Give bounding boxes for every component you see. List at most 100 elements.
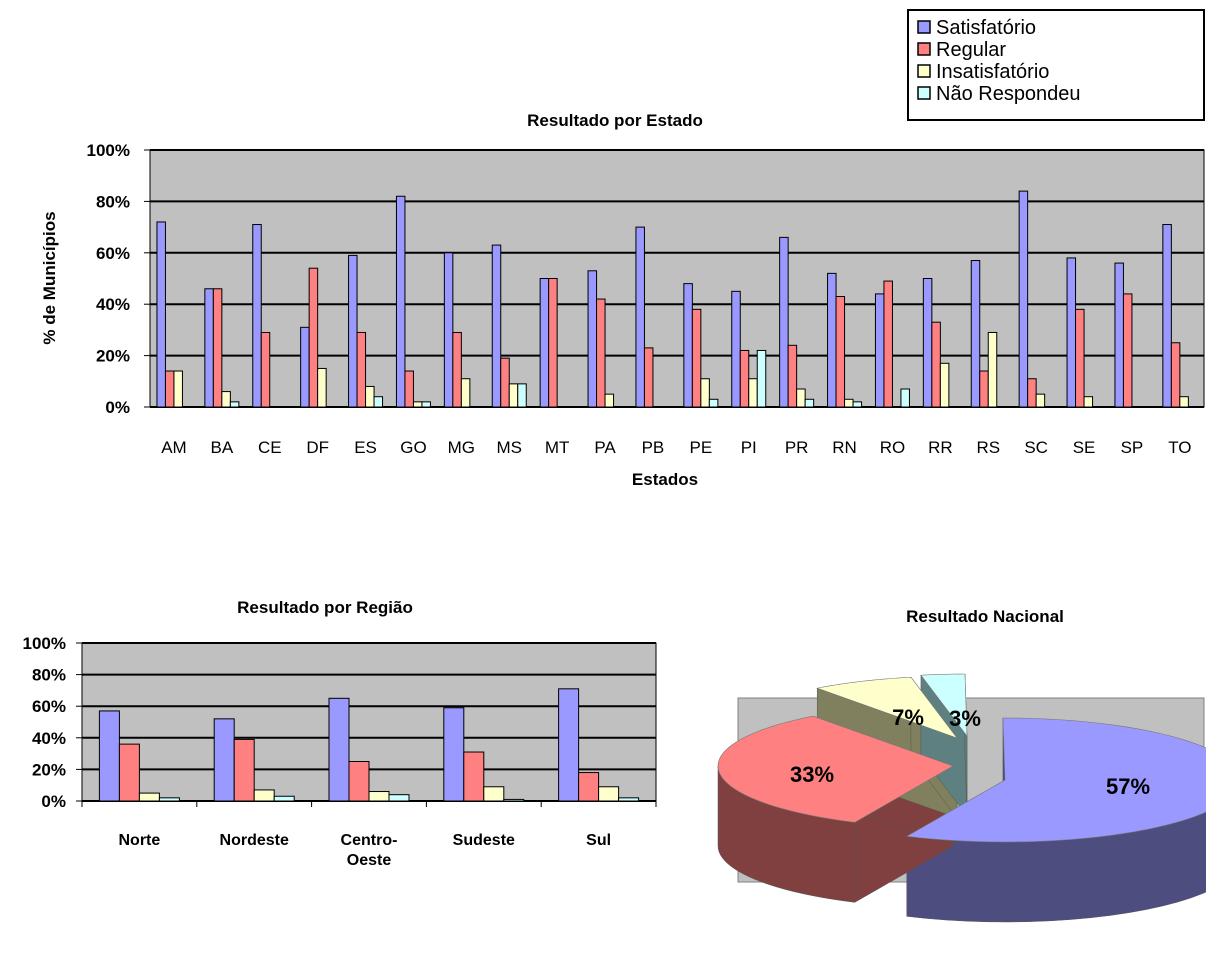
chart-regiao: Resultado por Região 0%20%40%60%80%100% … — [23, 598, 657, 869]
chart-regiao-bar-regular — [233, 738, 255, 802]
chart-nacional-slices — [717, 673, 1206, 923]
chart-regiao-bar-nao-respondeu — [503, 798, 525, 802]
chart-estado-bar-insatisfatorio — [987, 331, 998, 408]
pie-label-insatisfatorio: 7% — [892, 705, 924, 730]
chart-estado-bar-nao-respondeu — [804, 398, 815, 408]
chart-estado-bar-nao-respondeu — [421, 401, 431, 408]
chart-estado-x-tick-label: RR — [928, 438, 953, 457]
pie-slice-regular — [717, 715, 954, 823]
chart-estado-x-tick-label: DF — [306, 438, 329, 457]
chart-estado-bar-regular — [835, 295, 846, 408]
chart-estado-x-tick-label: GO — [400, 438, 426, 457]
chart-estado-bar-regular — [643, 347, 654, 408]
chart-regiao-x-ticks: Norte Nordeste Centro-Oeste Sudeste Sul — [81, 801, 657, 869]
chart-estado-y-tick-label: 80% — [96, 192, 130, 211]
pie-label-nao-respondeu: 3% — [949, 706, 981, 731]
chart-estado-bar-insatisfatorio — [844, 398, 854, 408]
legend-item-nao-respondeu: Não Respondeu — [917, 83, 1081, 105]
chart-regiao-bar-satisfatorio — [328, 697, 350, 802]
chart-regiao-x-tick-label: Nordeste — [220, 832, 289, 849]
chart-estado-x-tick-label: SC — [1024, 438, 1048, 457]
chart-estado-bar-nao-respondeu — [852, 401, 863, 408]
chart-estado-bar-satisfatorio — [779, 236, 789, 408]
chart-estado-bar-regular — [787, 344, 798, 408]
pie-label-satisfatorio: 57% — [1106, 774, 1150, 799]
chart-regiao-bar-insatisfatorio — [253, 789, 275, 802]
chart-regiao-x-tick-label: Centro-Oeste — [341, 832, 398, 869]
legend-label-satisfatorio: Satisfatório — [936, 17, 1036, 39]
chart-estado-bar-regular — [691, 308, 702, 408]
chart-estado-x-tick-label: RN — [832, 438, 857, 457]
chart-estado-bar-regular — [883, 280, 893, 408]
chart-estado-bar-regular — [308, 267, 319, 408]
legend-box — [907, 9, 1205, 121]
chart-estado-bar-nao-respondeu — [756, 349, 767, 408]
chart-regiao-bar-regular — [118, 743, 140, 802]
chart-regiao-y-tick-label: 20% — [32, 760, 66, 779]
chart-estado-bar-satisfatorio — [204, 288, 214, 408]
chart-regiao-y-tick-label: 60% — [32, 697, 66, 716]
chart-estado-x-tick-label: PA — [594, 438, 616, 457]
chart-regiao-x-tick-label: Sudeste — [453, 832, 515, 849]
chart-estado-bar-regular — [356, 331, 367, 408]
chart-regiao-bar-nao-respondeu — [388, 794, 410, 802]
chart-estado-x-tick-label: PE — [690, 438, 713, 457]
chart-estado-xlabel: Estados — [632, 470, 698, 489]
chart-estado-bar-insatisfatorio — [1083, 396, 1094, 408]
chart-estado-bar-insatisfatorio — [700, 378, 710, 408]
legend-item-regular: Regular — [917, 39, 1006, 61]
chart-estado-bar-satisfatorio — [539, 278, 550, 408]
chart-estado-bar-insatisfatorio — [748, 378, 758, 408]
chart-estado-bar-satisfatorio — [587, 270, 598, 408]
chart-estado-bar-regular — [1075, 308, 1085, 408]
pie-label-regular: 33% — [790, 762, 834, 787]
legend-swatch-satisfatorio — [917, 20, 931, 34]
chart-estado-bar-regular — [404, 370, 414, 408]
chart-estado-bar-satisfatorio — [922, 278, 933, 408]
chart-estado-y-tick-label: 60% — [96, 244, 130, 263]
legend: Satisfatório Regular Insatisfatório Não … — [907, 9, 1205, 121]
chart-estado-bar-nao-respondeu — [373, 396, 384, 408]
chart-estado-bar-insatisfatorio — [796, 388, 806, 408]
legend-label-nao-respondeu: Não Respondeu — [936, 83, 1081, 105]
chart-estado-x-tick-label: SP — [1121, 438, 1144, 457]
chart-estado-y-tick-label: 0% — [105, 398, 130, 417]
chart-estado-bar-satisfatorio — [1066, 257, 1077, 408]
chart-estado-bar-insatisfatorio — [365, 385, 375, 408]
chart-estado-bar-insatisfatorio — [508, 383, 519, 408]
chart-regiao-y-tick-label: 0% — [41, 792, 66, 811]
chart-estado-bar-regular — [212, 288, 223, 408]
chart-estado-ylabel: % de Municípios — [40, 211, 59, 344]
chart-estado-x-tick-label: PB — [642, 438, 665, 457]
chart-regiao-bar-regular — [463, 751, 485, 802]
chart-estado-bar-insatisfatorio — [221, 391, 231, 408]
chart-estado-x-tick-label: MG — [448, 438, 475, 457]
chart-estado-bar-regular — [979, 370, 989, 408]
chart-estado-bar-insatisfatorio — [604, 393, 615, 408]
chart-regiao-bar-nao-respondeu — [273, 795, 295, 802]
chart-estado-bar-satisfatorio — [970, 260, 981, 408]
chart-estado-y-tick-label: 100% — [87, 141, 130, 160]
chart-regiao-bar-nao-respondeu — [158, 797, 180, 802]
chart-estado-x-tick-label: BA — [211, 438, 234, 457]
chart-estado-x-tick-label: SE — [1073, 438, 1096, 457]
chart-estado-bar-insatisfatorio — [1035, 393, 1046, 408]
chart-estado-bar-satisfatorio — [443, 252, 454, 408]
chart-estado-bar-regular — [500, 357, 510, 408]
chart-estado-bar-satisfatorio — [1018, 190, 1029, 408]
chart-estado-bar-satisfatorio — [827, 272, 837, 408]
chart-estado-bar-satisfatorio — [1114, 262, 1124, 408]
chart-estado-bar-insatisfatorio — [173, 370, 183, 408]
chart-estado-x-tick-label: PI — [741, 438, 757, 457]
chart-regiao-bar-satisfatorio — [213, 718, 235, 802]
chart-regiao-y-tick-label: 40% — [32, 729, 66, 748]
legend-item-insatisfatorio: Insatisfatório — [917, 61, 1049, 83]
chart-estado-x-tick-label: CE — [258, 438, 282, 457]
chart-regiao-bar-regular — [578, 772, 600, 802]
chart-estado-bar-regular — [1027, 378, 1037, 408]
chart-estado-bar-satisfatorio — [635, 226, 645, 408]
chart-estado-bar-insatisfatorio — [460, 378, 471, 408]
chart-estado-bar-satisfatorio — [874, 293, 885, 408]
chart-estado-bar-satisfatorio — [300, 326, 310, 408]
